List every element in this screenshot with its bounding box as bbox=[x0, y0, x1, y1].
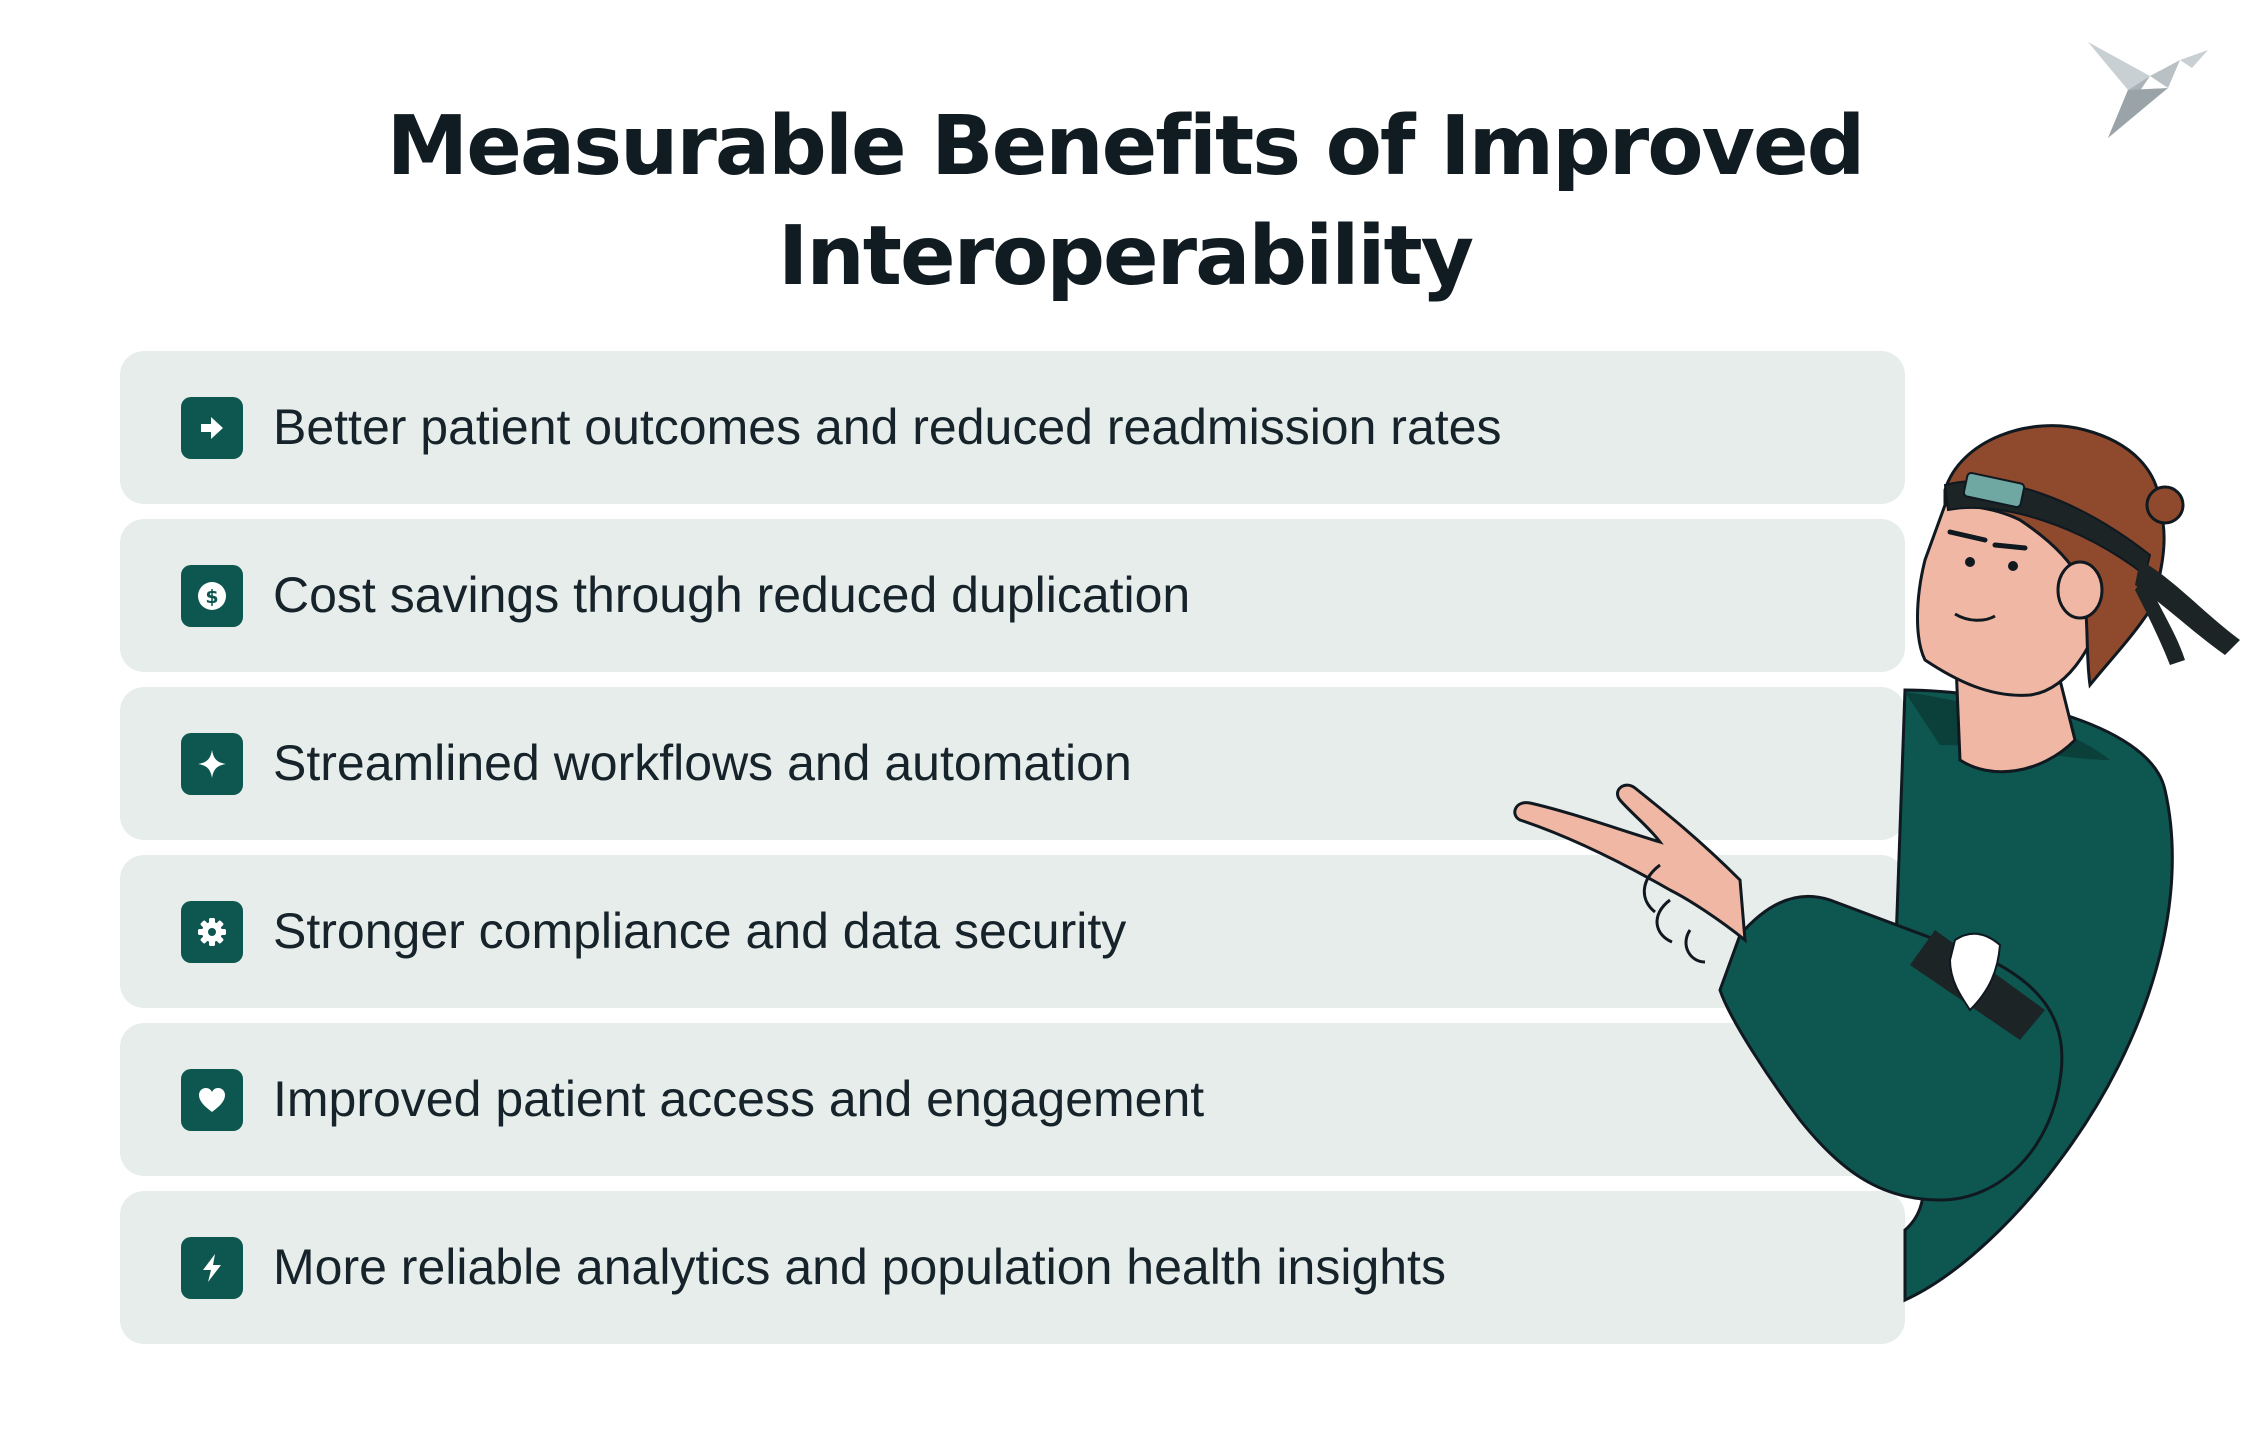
benefit-label: Improved patient access and engagement bbox=[273, 1071, 1205, 1127]
benefit-item-workflows: Streamlined workflows and automation bbox=[120, 687, 1905, 840]
gear-icon bbox=[181, 901, 243, 963]
benefit-item-patient-outcomes: Better patient outcomes and reduced read… bbox=[120, 351, 1905, 504]
heart-icon bbox=[181, 1069, 243, 1131]
svg-text:$: $ bbox=[205, 586, 218, 608]
arrow-right-icon bbox=[181, 397, 243, 459]
benefit-item-patient-access: Improved patient access and engagement bbox=[120, 1023, 1905, 1176]
pointing-hand bbox=[1513, 783, 1747, 944]
benefit-item-cost-savings: $ Cost savings through reduced duplicati… bbox=[120, 519, 1905, 672]
dollar-coin-icon: $ bbox=[181, 565, 243, 627]
sparkle-icon bbox=[181, 733, 243, 795]
lightning-icon bbox=[181, 1237, 243, 1299]
armband-badge bbox=[1948, 932, 2002, 1012]
benefit-item-compliance: Stronger compliance and data security bbox=[120, 855, 1905, 1008]
benefit-label: Stronger compliance and data security bbox=[273, 903, 1127, 959]
benefit-item-analytics: More reliable analytics and population h… bbox=[120, 1191, 1905, 1344]
benefits-list: Better patient outcomes and reduced read… bbox=[120, 351, 1905, 1359]
page-title-line-2: Interoperability bbox=[777, 209, 1474, 304]
benefit-label: Cost savings through reduced duplication bbox=[273, 567, 1191, 623]
page-title-line-1: Measurable Benefits of Improved bbox=[386, 99, 1866, 194]
origami-bird-logo-icon bbox=[2088, 42, 2208, 138]
benefit-label: Streamlined workflows and automation bbox=[273, 735, 1132, 791]
benefit-label: More reliable analytics and population h… bbox=[273, 1239, 1446, 1295]
page-title: Measurable Benefits of Improved Interope… bbox=[280, 92, 1970, 312]
person-pointing-illustration bbox=[1513, 424, 2240, 1303]
benefit-label: Better patient outcomes and reduced read… bbox=[273, 399, 1502, 455]
